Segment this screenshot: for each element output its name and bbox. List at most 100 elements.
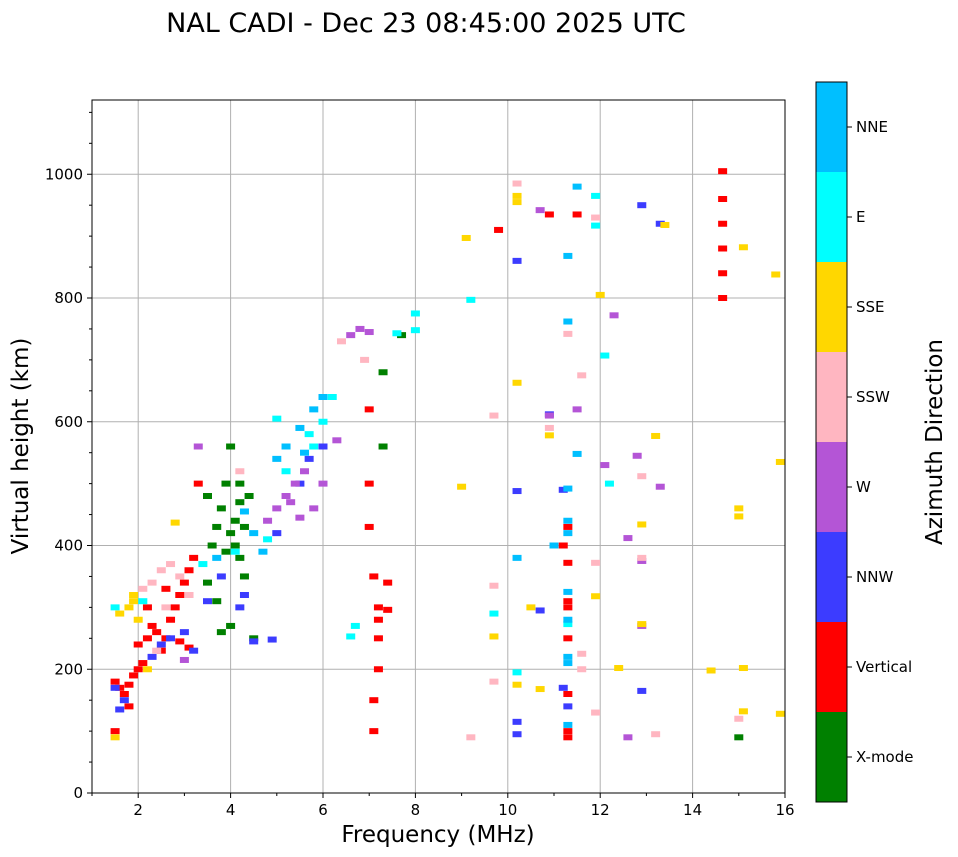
data-point-w xyxy=(332,437,342,444)
data-point-vertical xyxy=(184,644,194,651)
data-point-vertical xyxy=(184,567,194,574)
data-point-vertical xyxy=(166,616,176,623)
y-tick-label: 0 xyxy=(73,784,83,802)
data-point-sse xyxy=(734,513,744,520)
data-point-w xyxy=(623,535,633,542)
colorbar-frame xyxy=(815,81,848,803)
x-tick-label: 14 xyxy=(683,801,702,819)
data-point-sse xyxy=(142,666,152,673)
data-point-e xyxy=(110,604,120,611)
data-point-vertical xyxy=(193,480,203,487)
data-point-nne xyxy=(249,530,259,537)
data-point-vertical xyxy=(142,635,152,642)
data-point-nnw xyxy=(535,607,545,614)
data-point-x-mode xyxy=(230,517,240,524)
data-point-vertical xyxy=(383,606,393,613)
data-point-nnw xyxy=(512,257,522,264)
data-point-w xyxy=(281,493,291,499)
data-point-vertical xyxy=(133,641,143,648)
data-point-ssw xyxy=(161,604,171,611)
data-point-vertical xyxy=(373,666,383,673)
data-point-ssw xyxy=(175,573,185,580)
data-point-w xyxy=(600,462,610,469)
data-point-vertical xyxy=(129,672,139,679)
data-point-nne xyxy=(512,554,522,561)
data-point-vertical xyxy=(563,598,573,605)
data-point-ssw xyxy=(577,666,587,673)
data-point-nne xyxy=(572,183,582,190)
data-point-nnw xyxy=(558,486,568,493)
colorbar-tick-label: SSW xyxy=(856,388,890,406)
data-point-x-mode xyxy=(239,523,249,530)
x-tick-label: 10 xyxy=(498,801,517,819)
data-point-vertical xyxy=(373,616,383,623)
x-axis-label: Frequency (MHz) xyxy=(341,822,534,848)
data-point-nne xyxy=(572,450,582,457)
data-point-e xyxy=(281,468,291,475)
data-point-ssw xyxy=(466,734,476,741)
data-point-nne xyxy=(563,653,573,660)
data-point-e xyxy=(346,633,356,640)
data-point-ssw xyxy=(544,424,554,431)
data-point-nnw xyxy=(272,530,282,537)
data-point-vertical xyxy=(115,684,125,691)
data-point-sse xyxy=(170,519,180,526)
data-point-ssw xyxy=(489,582,499,589)
data-point-sse xyxy=(738,708,748,715)
data-point-x-mode xyxy=(235,499,245,506)
data-point-x-mode xyxy=(207,542,217,549)
data-point-w xyxy=(535,207,545,214)
data-point-nnw xyxy=(563,703,573,710)
data-point-vertical xyxy=(364,406,374,413)
data-point-x-mode xyxy=(244,493,254,499)
data-point-w xyxy=(309,505,319,512)
data-point-vertical xyxy=(147,622,157,629)
data-point-nne xyxy=(212,554,222,561)
data-point-w xyxy=(609,312,619,319)
data-point-sse xyxy=(738,665,748,672)
data-point-nnw xyxy=(179,629,189,636)
data-point-sse xyxy=(775,458,785,465)
colorbar-tick-label: X-mode xyxy=(856,748,913,766)
data-point-nnw xyxy=(216,573,226,580)
data-point-vertical xyxy=(161,635,171,642)
colorbar-segment xyxy=(816,442,847,532)
data-point-nnw xyxy=(637,687,647,694)
data-point-ssw xyxy=(489,412,499,419)
data-point-sse xyxy=(512,681,522,688)
data-point-nnw xyxy=(115,706,125,713)
colorbar-segment xyxy=(816,352,847,442)
data-point-x-mode xyxy=(212,523,222,530)
data-point-sse xyxy=(129,598,139,605)
data-point-sse xyxy=(706,667,716,674)
data-point-e xyxy=(600,352,610,359)
data-point-e xyxy=(309,443,319,450)
data-point-nne xyxy=(563,616,573,623)
data-point-vertical xyxy=(494,226,504,233)
data-point-x-mode xyxy=(734,734,744,741)
data-point-x-mode xyxy=(212,598,222,605)
data-point-vertical xyxy=(110,678,120,685)
data-point-e xyxy=(318,418,328,425)
data-point-vertical xyxy=(563,523,573,530)
data-point-e xyxy=(466,296,476,303)
data-point-w xyxy=(272,505,282,512)
x-tick-label: 12 xyxy=(591,801,610,819)
data-point-w xyxy=(290,480,300,487)
data-point-vertical xyxy=(124,703,134,710)
data-point-ssw xyxy=(156,567,166,574)
data-point-w xyxy=(295,514,305,521)
x-axis-ticks: 2 4 6 8 10 12 14 16 xyxy=(91,793,795,819)
colorbar-segment xyxy=(816,622,847,712)
data-point-e xyxy=(410,327,420,334)
data-point-w xyxy=(632,452,642,459)
data-point-sse xyxy=(660,221,670,228)
data-point-e xyxy=(304,431,314,438)
data-point-vertical xyxy=(572,211,582,218)
data-point-vertical xyxy=(563,728,573,735)
data-point-x-mode xyxy=(239,573,249,580)
data-point-nne xyxy=(309,406,319,413)
data-point-sse xyxy=(526,604,536,611)
data-point-x-mode xyxy=(216,505,226,512)
data-point-sse xyxy=(637,621,647,628)
